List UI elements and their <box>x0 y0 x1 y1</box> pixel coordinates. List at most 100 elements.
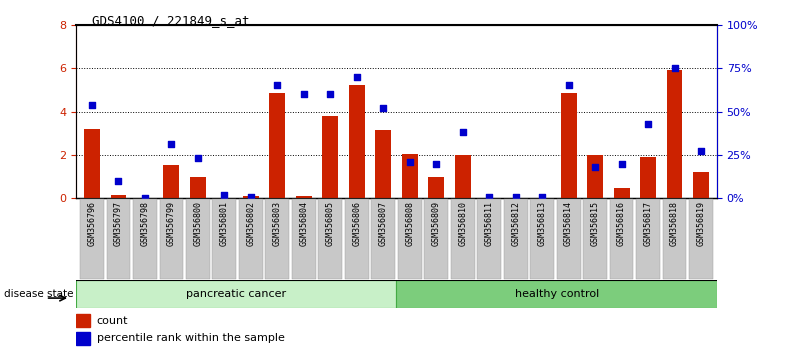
Text: GSM356819: GSM356819 <box>697 201 706 246</box>
FancyBboxPatch shape <box>530 199 554 279</box>
Point <box>139 195 151 201</box>
FancyBboxPatch shape <box>292 199 316 279</box>
Point <box>668 65 681 71</box>
Bar <box>84 129 100 198</box>
Point <box>271 82 284 88</box>
Point <box>165 142 178 147</box>
Text: GSM356814: GSM356814 <box>564 201 573 246</box>
Bar <box>76 332 91 345</box>
Text: GSM356804: GSM356804 <box>300 201 308 246</box>
Text: GSM356803: GSM356803 <box>273 201 282 246</box>
FancyBboxPatch shape <box>318 199 342 279</box>
Bar <box>396 280 717 308</box>
Text: GSM356809: GSM356809 <box>432 201 441 246</box>
Point <box>536 194 549 199</box>
Bar <box>348 85 364 198</box>
Bar <box>693 172 709 198</box>
Point <box>191 155 204 161</box>
Text: GSM356796: GSM356796 <box>87 201 96 246</box>
Text: GSM356817: GSM356817 <box>643 201 653 246</box>
Bar <box>587 155 603 198</box>
Bar <box>111 195 127 198</box>
FancyBboxPatch shape <box>583 199 607 279</box>
Bar <box>429 177 445 198</box>
Point <box>509 194 522 199</box>
FancyBboxPatch shape <box>186 199 210 279</box>
Bar <box>76 280 396 308</box>
Point <box>86 102 99 107</box>
Text: GSM356805: GSM356805 <box>326 201 335 246</box>
Text: GSM356818: GSM356818 <box>670 201 679 246</box>
Point <box>297 91 310 97</box>
FancyBboxPatch shape <box>133 199 157 279</box>
Bar <box>455 155 471 198</box>
Text: disease state: disease state <box>4 289 74 299</box>
FancyBboxPatch shape <box>636 199 660 279</box>
Text: GSM356798: GSM356798 <box>140 201 150 246</box>
FancyBboxPatch shape <box>80 199 104 279</box>
Text: GSM356807: GSM356807 <box>379 201 388 246</box>
Point <box>694 149 707 154</box>
Text: healthy control: healthy control <box>514 289 599 299</box>
Point <box>430 161 443 166</box>
FancyBboxPatch shape <box>107 199 131 279</box>
Text: GSM356800: GSM356800 <box>193 201 203 246</box>
Point <box>244 194 257 199</box>
Point <box>562 82 575 88</box>
FancyBboxPatch shape <box>345 199 368 279</box>
Bar <box>190 177 206 198</box>
FancyBboxPatch shape <box>504 199 528 279</box>
FancyBboxPatch shape <box>662 199 686 279</box>
FancyBboxPatch shape <box>689 199 713 279</box>
Bar <box>666 70 682 198</box>
Bar <box>243 196 259 198</box>
Text: count: count <box>97 316 128 326</box>
FancyBboxPatch shape <box>212 199 236 279</box>
Text: GSM356806: GSM356806 <box>352 201 361 246</box>
Point <box>404 159 417 165</box>
Text: GSM356812: GSM356812 <box>511 201 520 246</box>
FancyBboxPatch shape <box>557 199 581 279</box>
Bar <box>561 93 577 198</box>
FancyBboxPatch shape <box>477 199 501 279</box>
Text: GSM356813: GSM356813 <box>537 201 546 246</box>
Bar <box>296 196 312 198</box>
Point <box>615 161 628 166</box>
FancyBboxPatch shape <box>425 199 448 279</box>
Bar <box>163 165 179 198</box>
FancyBboxPatch shape <box>451 199 475 279</box>
Bar <box>376 130 391 198</box>
Bar <box>269 93 285 198</box>
Point <box>457 130 469 135</box>
Point <box>483 194 496 199</box>
Point <box>112 178 125 184</box>
Text: GSM356799: GSM356799 <box>167 201 176 246</box>
Point <box>350 74 363 80</box>
Bar <box>322 116 338 198</box>
FancyBboxPatch shape <box>239 199 263 279</box>
Text: GSM356810: GSM356810 <box>458 201 467 246</box>
Text: GSM356802: GSM356802 <box>247 201 256 246</box>
Point <box>218 192 231 198</box>
Point <box>324 91 336 97</box>
FancyBboxPatch shape <box>265 199 289 279</box>
FancyBboxPatch shape <box>372 199 395 279</box>
FancyBboxPatch shape <box>610 199 634 279</box>
Bar <box>402 154 417 198</box>
Bar <box>640 157 656 198</box>
Point <box>642 121 654 126</box>
Text: GSM356816: GSM356816 <box>617 201 626 246</box>
FancyBboxPatch shape <box>398 199 421 279</box>
Bar <box>614 188 630 198</box>
FancyBboxPatch shape <box>159 199 183 279</box>
Text: percentile rank within the sample: percentile rank within the sample <box>97 333 284 343</box>
Text: GSM356797: GSM356797 <box>114 201 123 246</box>
Text: GSM356811: GSM356811 <box>485 201 493 246</box>
Bar <box>76 314 91 327</box>
Point <box>589 164 602 170</box>
Text: GDS4100 / 221849_s_at: GDS4100 / 221849_s_at <box>92 14 250 27</box>
Text: GSM356815: GSM356815 <box>590 201 600 246</box>
Text: GSM356808: GSM356808 <box>405 201 414 246</box>
Text: GSM356801: GSM356801 <box>220 201 229 246</box>
Text: pancreatic cancer: pancreatic cancer <box>186 289 286 299</box>
